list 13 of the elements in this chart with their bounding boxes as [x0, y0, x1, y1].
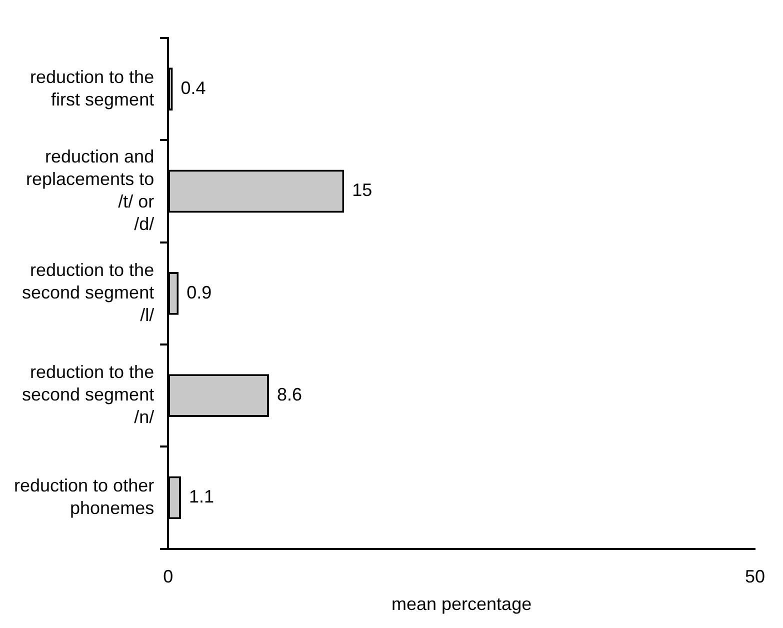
y-tick-label: reduction to the second segment /n/: [22, 362, 154, 428]
x-axis-title: mean percentage: [391, 594, 532, 614]
y-tick-label: reduction and replacements to /t/ or /d/: [26, 146, 154, 234]
x-tick-label: 50: [744, 566, 766, 587]
data-label: 8.6: [277, 384, 302, 405]
data-label: 15: [352, 180, 372, 200]
x-tick-label: 0: [163, 566, 174, 587]
data-label: 0.9: [186, 282, 212, 302]
data-label: 0.4: [180, 78, 206, 98]
y-tick-label: reduction to the second segment /l/: [22, 260, 154, 325]
y-tick-label: reduction to other phonemes: [14, 475, 154, 518]
y-tick-label: reduction to the first segment: [30, 66, 154, 110]
data-label: 1.1: [189, 486, 214, 507]
